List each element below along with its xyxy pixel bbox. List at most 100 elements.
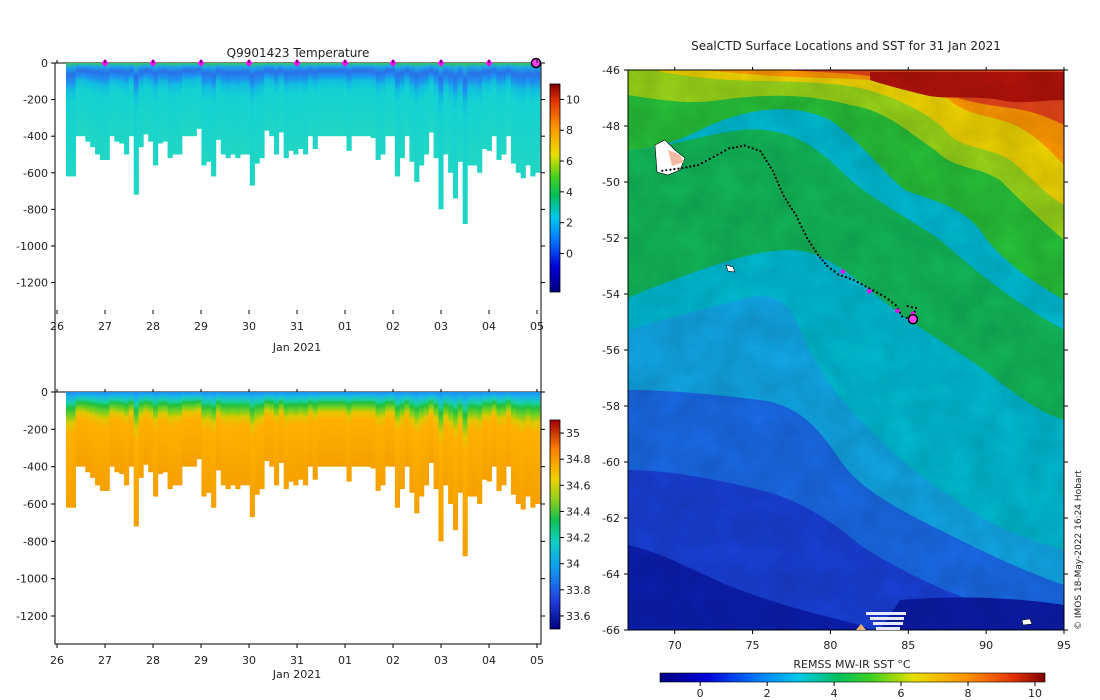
x-tick-label: 01 <box>338 320 352 333</box>
track-point <box>887 298 890 301</box>
temperature-panel: Q9901423 Temperature 26 27 28 29 30 31 01 02 03 0… <box>16 46 580 645</box>
track-point <box>793 211 796 214</box>
y-tick-label: -600 <box>23 167 48 180</box>
track-point <box>777 184 781 187</box>
x-tick-label: 26 <box>50 654 64 667</box>
x-tick-label: 02 <box>386 654 400 667</box>
track-point <box>681 166 684 170</box>
profile-column <box>211 63 217 177</box>
profile-column <box>119 63 125 144</box>
profile-column <box>303 392 309 486</box>
track-point <box>763 156 766 159</box>
profile-column <box>351 392 357 467</box>
profile-column <box>95 63 101 155</box>
profile-column <box>375 63 381 160</box>
profile-column <box>143 392 149 465</box>
map-y-tick-label: -46 <box>602 64 620 77</box>
x-tick-label: 28 <box>146 654 160 667</box>
y-tick-label: -800 <box>23 203 48 216</box>
profile-column <box>520 63 526 179</box>
profile-column <box>525 392 531 497</box>
profile-column <box>385 392 391 467</box>
profile-column <box>254 63 260 164</box>
profile-column <box>220 392 226 486</box>
island-heard <box>725 264 736 273</box>
colorbar-tick-label: 33.8 <box>566 584 591 597</box>
profile-column <box>85 392 91 473</box>
profile-column <box>346 63 352 151</box>
track-point <box>716 153 719 156</box>
profile-column <box>481 63 488 149</box>
track-point <box>773 173 776 176</box>
profile-column <box>273 63 280 155</box>
profile-column <box>288 63 294 151</box>
x-tick-label: 30 <box>242 654 256 667</box>
profile-column <box>370 63 376 139</box>
profile-column <box>327 392 333 467</box>
sst-colorbar-ticks: 0 2 4 6 8 10 <box>697 682 1042 700</box>
track-point <box>739 145 743 148</box>
profile-column <box>535 63 541 173</box>
track-point <box>808 240 811 243</box>
profile-column <box>443 63 449 155</box>
map-x-tick-label: 75 <box>746 639 760 652</box>
profile-column <box>186 63 193 137</box>
sst-colorbar-tick-label: 10 <box>1028 687 1042 700</box>
profile-column <box>273 392 280 486</box>
track-point <box>876 291 879 294</box>
profile-column <box>109 63 115 137</box>
profile-column <box>409 63 415 162</box>
profile-column <box>167 392 173 490</box>
profile-column <box>394 63 401 177</box>
map-y-tick-label: -54 <box>602 288 620 301</box>
track-point <box>829 267 833 270</box>
track-point <box>905 316 908 319</box>
profile-column <box>380 392 386 486</box>
profile-column <box>327 63 333 137</box>
profile-column <box>172 63 178 155</box>
profile-column <box>225 392 231 490</box>
map-y-tick-label: -64 <box>602 568 620 581</box>
temperature-x-ticks: 26 27 28 29 30 31 01 02 03 04 05 <box>50 60 544 333</box>
profile-column <box>520 392 526 510</box>
track-point <box>883 295 887 298</box>
profile-column <box>322 392 328 467</box>
temperature-colorbar-ticks: 0 2 4 6 8 10 <box>560 93 580 260</box>
profile-column <box>66 63 72 177</box>
profile-column <box>515 63 521 173</box>
map-x-tick-label: 85 <box>901 639 915 652</box>
track-point <box>700 162 704 165</box>
profile-column <box>423 392 430 486</box>
profile-column <box>361 392 367 467</box>
profile-column <box>128 392 135 467</box>
profile-column <box>80 392 86 467</box>
sst-colorbar <box>659 672 1046 683</box>
profile-column <box>264 392 270 462</box>
profile-column <box>114 392 120 473</box>
island-south-east <box>1021 618 1033 626</box>
x-tick-label: 04 <box>482 320 496 333</box>
profile-column <box>491 63 497 137</box>
profile-column <box>99 63 105 160</box>
profile-column <box>443 392 449 486</box>
profile-column <box>288 392 294 482</box>
sst-colorbar-tick-label: 2 <box>764 687 771 700</box>
profile-column <box>70 63 76 177</box>
final-position-marker <box>907 313 919 325</box>
salinity-y-ticks: 0 -200 -400 -600 -800 -1000 -1200 <box>16 386 545 623</box>
profile-column <box>472 392 478 497</box>
track-point <box>661 169 664 172</box>
x-tick-label: 27 <box>98 654 112 667</box>
profile-column <box>501 392 507 486</box>
profile-column <box>133 63 139 195</box>
colorbar-tick-label: 8 <box>566 124 573 137</box>
temperature-y-ticks: 0 -200 -400 -600 -800 -1000 -1200 <box>16 57 545 290</box>
profile-column <box>361 63 367 137</box>
x-tick-label: 29 <box>194 320 208 333</box>
profile-column <box>336 63 342 137</box>
profile-column <box>230 63 236 155</box>
profile-column <box>114 63 120 142</box>
y-tick-label: -200 <box>23 94 48 107</box>
profile-column <box>293 63 299 155</box>
